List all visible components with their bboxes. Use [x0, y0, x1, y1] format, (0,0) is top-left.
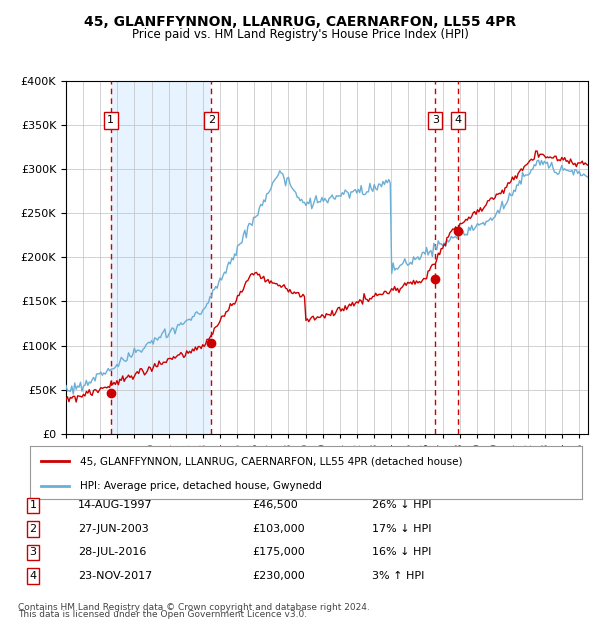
Text: 27-JUN-2003: 27-JUN-2003: [78, 524, 149, 534]
Text: £46,500: £46,500: [252, 500, 298, 510]
Text: £103,000: £103,000: [252, 524, 305, 534]
Text: 14-AUG-1997: 14-AUG-1997: [78, 500, 152, 510]
Text: 45, GLANFFYNNON, LLANRUG, CAERNARFON, LL55 4PR (detached house): 45, GLANFFYNNON, LLANRUG, CAERNARFON, LL…: [80, 456, 462, 466]
Text: Contains HM Land Registry data © Crown copyright and database right 2024.: Contains HM Land Registry data © Crown c…: [18, 603, 370, 612]
Text: 3: 3: [29, 547, 37, 557]
Text: 2: 2: [29, 524, 37, 534]
Text: 17% ↓ HPI: 17% ↓ HPI: [372, 524, 431, 534]
Text: 4: 4: [454, 115, 461, 125]
Text: 1: 1: [29, 500, 37, 510]
Text: 28-JUL-2016: 28-JUL-2016: [78, 547, 146, 557]
Text: HPI: Average price, detached house, Gwynedd: HPI: Average price, detached house, Gwyn…: [80, 481, 322, 491]
Text: Price paid vs. HM Land Registry's House Price Index (HPI): Price paid vs. HM Land Registry's House …: [131, 28, 469, 41]
Text: £175,000: £175,000: [252, 547, 305, 557]
Text: £230,000: £230,000: [252, 571, 305, 581]
Text: 3: 3: [431, 115, 439, 125]
Text: This data is licensed under the Open Government Licence v3.0.: This data is licensed under the Open Gov…: [18, 610, 307, 619]
Text: 4: 4: [29, 571, 37, 581]
Text: 23-NOV-2017: 23-NOV-2017: [78, 571, 152, 581]
Text: 26% ↓ HPI: 26% ↓ HPI: [372, 500, 431, 510]
Text: 1: 1: [107, 115, 115, 125]
Text: 45, GLANFFYNNON, LLANRUG, CAERNARFON, LL55 4PR: 45, GLANFFYNNON, LLANRUG, CAERNARFON, LL…: [84, 16, 516, 30]
Text: 16% ↓ HPI: 16% ↓ HPI: [372, 547, 431, 557]
Text: 3% ↑ HPI: 3% ↑ HPI: [372, 571, 424, 581]
Text: 2: 2: [208, 115, 215, 125]
Bar: [111, 81, 211, 434]
